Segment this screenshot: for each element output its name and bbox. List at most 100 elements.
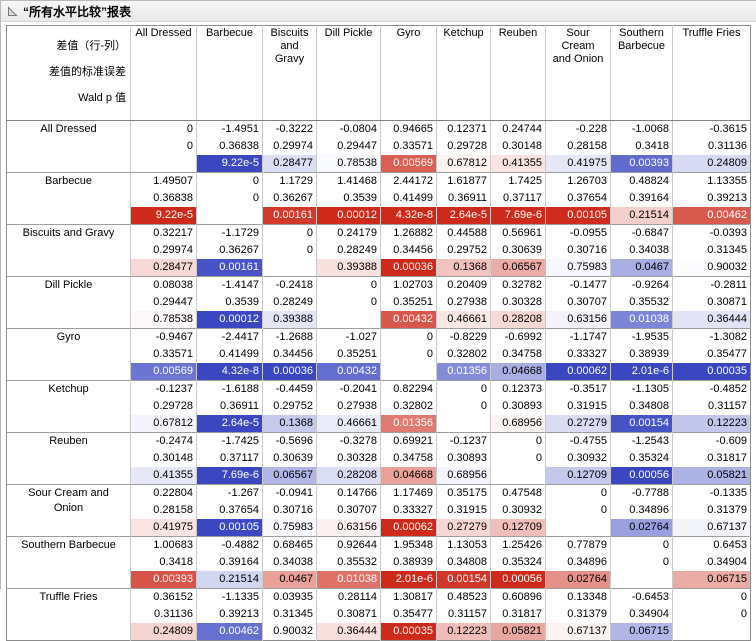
difference-cell: 0.44588 — [436, 224, 491, 242]
std-error-cell: 0.34038 — [262, 554, 317, 571]
difference-cell: -0.0393 — [672, 224, 751, 242]
std-error-cell: 0.36838 — [130, 190, 197, 207]
table-row: 0.28477 0.00161 0.39388 0.00036 0.1368 0.0656… — [7, 259, 751, 277]
difference-cell: 0.03935 — [262, 588, 317, 606]
difference-cell: 0.68465 — [262, 536, 317, 554]
p-value-cell: 0.04668 — [380, 467, 437, 485]
std-error-cell: 0.34758 — [490, 346, 546, 363]
corner-line-std-error: 差值的标准误差 — [49, 66, 126, 78]
p-value-cell: 0.00154 — [436, 571, 491, 589]
p-value-cell — [490, 467, 546, 485]
difference-cell: -0.8229 — [436, 328, 491, 346]
p-value-cell: 0.27279 — [545, 415, 611, 433]
row-label: Sour Cream and Onion — [6, 484, 131, 537]
difference-cell: 1.25426 — [490, 536, 546, 554]
table-row: 0.29974 0.36267 0 0.28249 0.34456 0.29752 0.30… — [7, 242, 751, 259]
table-row: Ketchup -0.1237 -1.6188 -0.4459 -0.2041 0.822… — [6, 380, 751, 433]
difference-cell: 0 — [316, 276, 381, 294]
table-row: All Dressed 0 -1.4951 -0.3222 -0.0804 0.94665… — [6, 120, 751, 173]
corner-line-wald-p: Wald p 值 — [78, 92, 126, 104]
std-error-cell: 0.34456 — [380, 242, 437, 259]
difference-cell: -0.1477 — [545, 276, 611, 294]
std-error-cell: 0.30871 — [316, 606, 381, 623]
report-titlebar[interactable]: “所有水平比较”报表 — [1, 1, 756, 22]
column-header: All Dressed — [130, 25, 197, 121]
table-row: Reuben -0.2474 -1.7425 -0.5696 -0.3278 0.6992… — [6, 432, 751, 485]
std-error-cell: 0.30148 — [490, 138, 546, 155]
p-value-cell: 0.28477 — [262, 155, 317, 173]
std-error-cell: 0.37654 — [196, 502, 263, 519]
difference-cell: 0 — [545, 484, 611, 502]
difference-cell: -0.6847 — [610, 224, 673, 242]
difference-cell: 1.02703 — [380, 276, 437, 294]
difference-cell: 0 — [196, 172, 263, 190]
difference-cell: -1.1335 — [196, 588, 263, 606]
std-error-cell: 0.31136 — [130, 606, 197, 623]
difference-cell: 0.94665 — [380, 120, 437, 138]
p-value-cell — [196, 207, 263, 225]
std-error-cell: 0.36267 — [262, 190, 317, 207]
std-error-cell: 0.31345 — [672, 242, 751, 259]
std-error-cell: 0.35324 — [490, 554, 546, 571]
std-error-cell: 0.27938 — [316, 398, 381, 415]
pairwise-comparison-table: 差值（行-列） 差值的标准误差 Wald p 值 All Dressed Barb… — [6, 25, 751, 641]
difference-cell: -0.2418 — [262, 276, 317, 294]
p-value-cell: 0.78538 — [130, 311, 197, 329]
difference-cell: -0.7788 — [610, 484, 673, 502]
std-error-cell: 0.28158 — [130, 502, 197, 519]
p-value-cell: 0.01038 — [316, 571, 381, 589]
difference-cell: 1.13355 — [672, 172, 751, 190]
table-row: 0.78538 0.00012 0.39388 0.00432 0.46661 0.282… — [7, 311, 751, 329]
std-error-cell: 0.34904 — [610, 606, 673, 623]
difference-cell: -0.3517 — [545, 380, 611, 398]
p-value-cell: 0.24809 — [672, 155, 751, 173]
std-error-cell: 0.36911 — [196, 398, 263, 415]
std-error-cell: 0.37117 — [490, 190, 546, 207]
difference-cell: 0.35175 — [436, 484, 491, 502]
std-error-cell: 0.30639 — [490, 242, 546, 259]
p-value-cell: 0.27279 — [436, 519, 491, 537]
std-error-cell: 0.38939 — [610, 346, 673, 363]
std-error-cell: 0.39213 — [672, 190, 751, 207]
std-error-cell: 0.30707 — [545, 294, 611, 311]
std-error-cell: 0.28249 — [262, 294, 317, 311]
difference-cell: 0.56961 — [490, 224, 546, 242]
table-row: 9.22e-5 0.28477 0.78538 0.00569 0.67812 0.413… — [7, 155, 751, 173]
difference-cell: -1.7425 — [196, 432, 263, 450]
difference-cell: -1.1729 — [196, 224, 263, 242]
difference-cell: -2.4417 — [196, 328, 263, 346]
std-error-cell: 0.31157 — [672, 398, 751, 415]
difference-cell: 1.95348 — [380, 536, 437, 554]
std-error-cell: 0.27938 — [436, 294, 491, 311]
p-value-cell: 0.21514 — [196, 571, 263, 589]
std-error-cell: 0.29752 — [436, 242, 491, 259]
difference-cell: 1.7425 — [490, 172, 546, 190]
std-error-cell: 0 — [545, 502, 611, 519]
p-value-cell: 0.41355 — [130, 467, 197, 485]
p-value-cell: 2.01e-6 — [610, 363, 673, 381]
p-value-cell: 0.00062 — [380, 519, 437, 537]
p-value-cell: 0.75983 — [545, 259, 611, 277]
difference-cell: -0.1237 — [436, 432, 491, 450]
difference-cell: 0.32217 — [130, 224, 197, 242]
difference-cell: -0.228 — [545, 120, 611, 138]
report-title: “所有水平比较”报表 — [23, 4, 132, 19]
std-error-cell: 0.36838 — [196, 138, 263, 155]
std-error-cell: 0.29447 — [316, 138, 381, 155]
p-value-cell: 0.90032 — [672, 259, 751, 277]
difference-cell: -1.1305 — [610, 380, 673, 398]
disclosure-triangle-icon[interactable] — [7, 5, 18, 17]
std-error-cell: 0.35477 — [380, 606, 437, 623]
difference-cell: -1.267 — [196, 484, 263, 502]
std-error-cell: 0.30707 — [316, 502, 381, 519]
row-label: All Dressed — [6, 120, 131, 173]
difference-cell: -1.9535 — [610, 328, 673, 346]
std-error-cell: 0.30893 — [490, 398, 546, 415]
std-error-cell: 0 — [672, 606, 751, 623]
p-value-cell — [672, 623, 751, 641]
p-value-cell: 0.00105 — [196, 519, 263, 537]
p-value-cell: 0.00393 — [130, 571, 197, 589]
difference-cell: 0.82294 — [380, 380, 437, 398]
p-value-cell: 0.01038 — [610, 311, 673, 329]
p-value-cell: 0.00056 — [610, 467, 673, 485]
